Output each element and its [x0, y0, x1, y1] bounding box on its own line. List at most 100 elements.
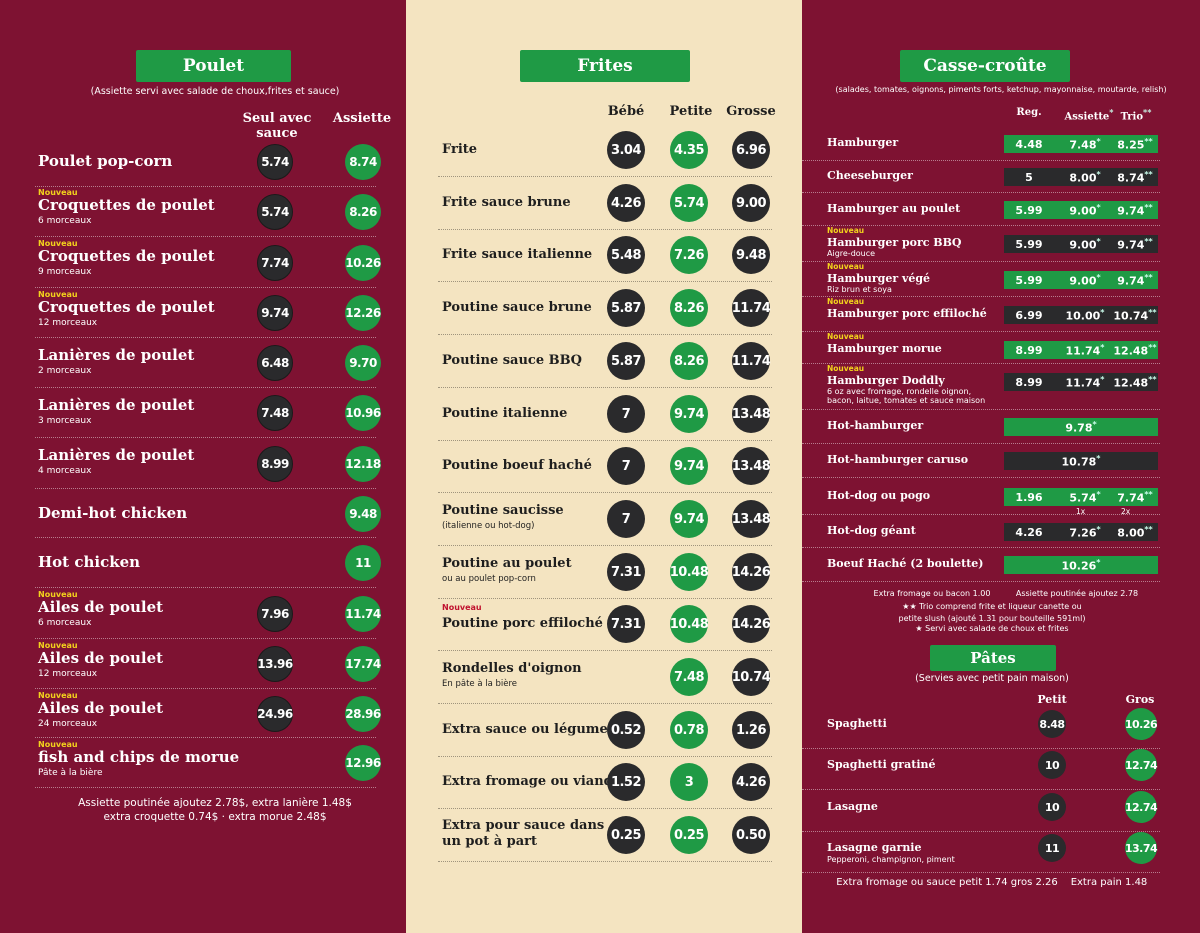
- price-value: 9.74: [1117, 204, 1145, 218]
- item-name: Spaghetti: [827, 717, 887, 730]
- frites-title-banner: Frites: [520, 50, 690, 82]
- star-mark: **: [1144, 524, 1153, 534]
- star-mark: *: [1100, 307, 1105, 317]
- pates-foot-b: Extra pain 1.48: [1070, 877, 1148, 888]
- price-bar: 10.26*: [1004, 556, 1158, 574]
- item-name: Poutine italienne: [442, 406, 568, 421]
- price-bebe: 0.52: [607, 711, 645, 749]
- price-gros: 12.74: [1125, 749, 1158, 781]
- frites-row: Poutine sauce brune 5.87 8.26 11.74: [438, 282, 772, 335]
- price-grosse: 4.26: [732, 763, 770, 801]
- poulet-row: Lanières de poulet 4 morceaux 8.99 12.18: [35, 438, 381, 489]
- pates-title: Pâtes: [970, 649, 1016, 667]
- price-seul: 5.74: [257, 144, 293, 180]
- price-seul: 7.96: [257, 596, 293, 632]
- price-value: 8.74: [1117, 171, 1145, 185]
- price-value: 11.74: [1065, 376, 1101, 390]
- price-bar: 4.48 7.48* 8.25**: [1004, 135, 1158, 153]
- item-portion: 2 morceaux: [38, 366, 92, 376]
- price-value: 10.26: [1061, 559, 1097, 573]
- item-name: Lanières de poulet: [38, 396, 195, 414]
- casse-foot-1b: Assiette poutinée ajoutez 2.78: [1015, 589, 1139, 598]
- price-value: 5.74: [1069, 491, 1097, 505]
- new-badge: Nouveau: [827, 297, 865, 306]
- new-badge: Nouveau: [38, 691, 78, 700]
- star-mark: **: [1148, 307, 1157, 317]
- star-mark: *: [1096, 236, 1101, 246]
- new-badge: Nouveau: [38, 188, 78, 197]
- price-assiette: 5.74*: [1056, 490, 1114, 505]
- price-bebe: 1.52: [607, 763, 645, 801]
- price-trio: 12.48**: [1108, 375, 1162, 390]
- price-value: 12.48: [1113, 376, 1149, 390]
- price-value: 8.25: [1117, 138, 1145, 152]
- price-value: 8.00: [1117, 526, 1145, 540]
- star-mark: **: [1144, 272, 1153, 282]
- new-badge: Nouveau: [827, 364, 865, 373]
- price-assiette: 9.00*: [1056, 203, 1114, 218]
- poulet-col-seul: Seul avec sauce: [242, 111, 312, 141]
- price-seul: 6.48: [257, 345, 293, 381]
- poulet-note: (Assiette servi avec salade de choux,fri…: [90, 86, 340, 97]
- casse-row: Nouveau Hamburger Doddly 6 oz avec fromage…: [802, 364, 1160, 410]
- poulet-row: Nouveau Croquettes de poulet 9 morceaux 7.7…: [35, 237, 381, 288]
- price-single: 10.78*: [1004, 454, 1158, 469]
- price-bebe: 3.04: [607, 131, 645, 169]
- item-name: Frite sauce italienne: [442, 247, 593, 262]
- item-name: Lasagne garnie: [827, 841, 922, 854]
- item-detail: Aigre-douce: [827, 249, 876, 258]
- casse-row: Boeuf Haché (2 boulette) 10.26*: [802, 548, 1160, 582]
- item-portion: Pâte à la bière: [38, 768, 103, 778]
- price-assiette: 11.74*: [1056, 343, 1114, 358]
- poulet-col-assiette: Assiette: [332, 111, 392, 126]
- item-name: Poutine sauce brune: [442, 300, 592, 315]
- item-portion: 12 morceaux: [38, 669, 98, 679]
- price-petite: 10.48: [670, 553, 709, 591]
- star-mark: **: [1144, 489, 1153, 499]
- price-gros: 12.74: [1125, 791, 1158, 823]
- star-mark: *: [1096, 202, 1101, 212]
- item-detail: En pâte à la bière: [442, 679, 518, 689]
- price-petit: 11: [1038, 834, 1066, 862]
- casse-row: Hot-hamburger caruso 10.78*: [802, 444, 1160, 478]
- item-name: Poutine au poulet: [442, 556, 572, 571]
- price-petite: 8.26: [670, 342, 708, 380]
- price-assiette: 11.74: [345, 596, 381, 632]
- poulet-title-banner: Poulet: [136, 50, 291, 82]
- price-gros: 10.26: [1125, 708, 1158, 740]
- frites-row: Poutine boeuf haché 7 9.74 13.48: [438, 440, 772, 493]
- price-seul: 7.48: [257, 395, 293, 431]
- poulet-row: Nouveau Ailes de poulet 6 morceaux 7.96 11.7…: [35, 588, 381, 639]
- star-mark: **: [1144, 202, 1153, 212]
- item-portion: 6 morceaux: [38, 618, 92, 628]
- price-bebe: 4.26: [607, 184, 645, 222]
- price-bar: 4.26 7.26* 8.00**: [1004, 523, 1158, 541]
- price-reg: 8.99: [1015, 343, 1043, 357]
- item-name: Poulet pop-corn: [38, 152, 173, 170]
- item-name: Lanières de poulet: [38, 446, 195, 464]
- new-badge: Nouveau: [38, 590, 78, 599]
- casse-row: Hamburger au poulet 5.99 9.00* 9.74**: [802, 193, 1160, 226]
- price-value: 7.26: [1069, 526, 1097, 540]
- price-seul: 7.74: [257, 245, 293, 281]
- price-grosse: 9.00: [732, 184, 770, 222]
- price-bebe: 7: [607, 447, 645, 485]
- price-reg: 5.99: [1015, 237, 1043, 251]
- price-petite: 9.74: [670, 500, 708, 538]
- item-portion: 6 morceaux: [38, 216, 92, 226]
- poulet-row: Nouveau fish and chips de morue Pâte à la …: [35, 738, 381, 788]
- casse-row: Hot-hamburger 9.78*: [802, 410, 1160, 444]
- price-value: 9.00: [1069, 238, 1097, 252]
- price-reg: 5: [1025, 170, 1033, 184]
- price-value: 10.74: [1113, 309, 1149, 323]
- item-portion: 9 morceaux: [38, 267, 92, 277]
- price-petite: 8.26: [670, 289, 708, 327]
- price-value: 8.00: [1069, 171, 1097, 185]
- casse-foot-2: ★★ Trio comprend frite et liqueur canett…: [902, 602, 1082, 611]
- item-name: Croquettes de poulet: [38, 247, 215, 265]
- frites-title: Frites: [577, 56, 633, 76]
- pates-row: Lasagne 10 12.74: [802, 791, 1160, 832]
- star-mark: *: [1100, 374, 1105, 384]
- star-mark: *: [1096, 453, 1101, 463]
- pates-note: (Servies avec petit pain maison): [915, 673, 1069, 684]
